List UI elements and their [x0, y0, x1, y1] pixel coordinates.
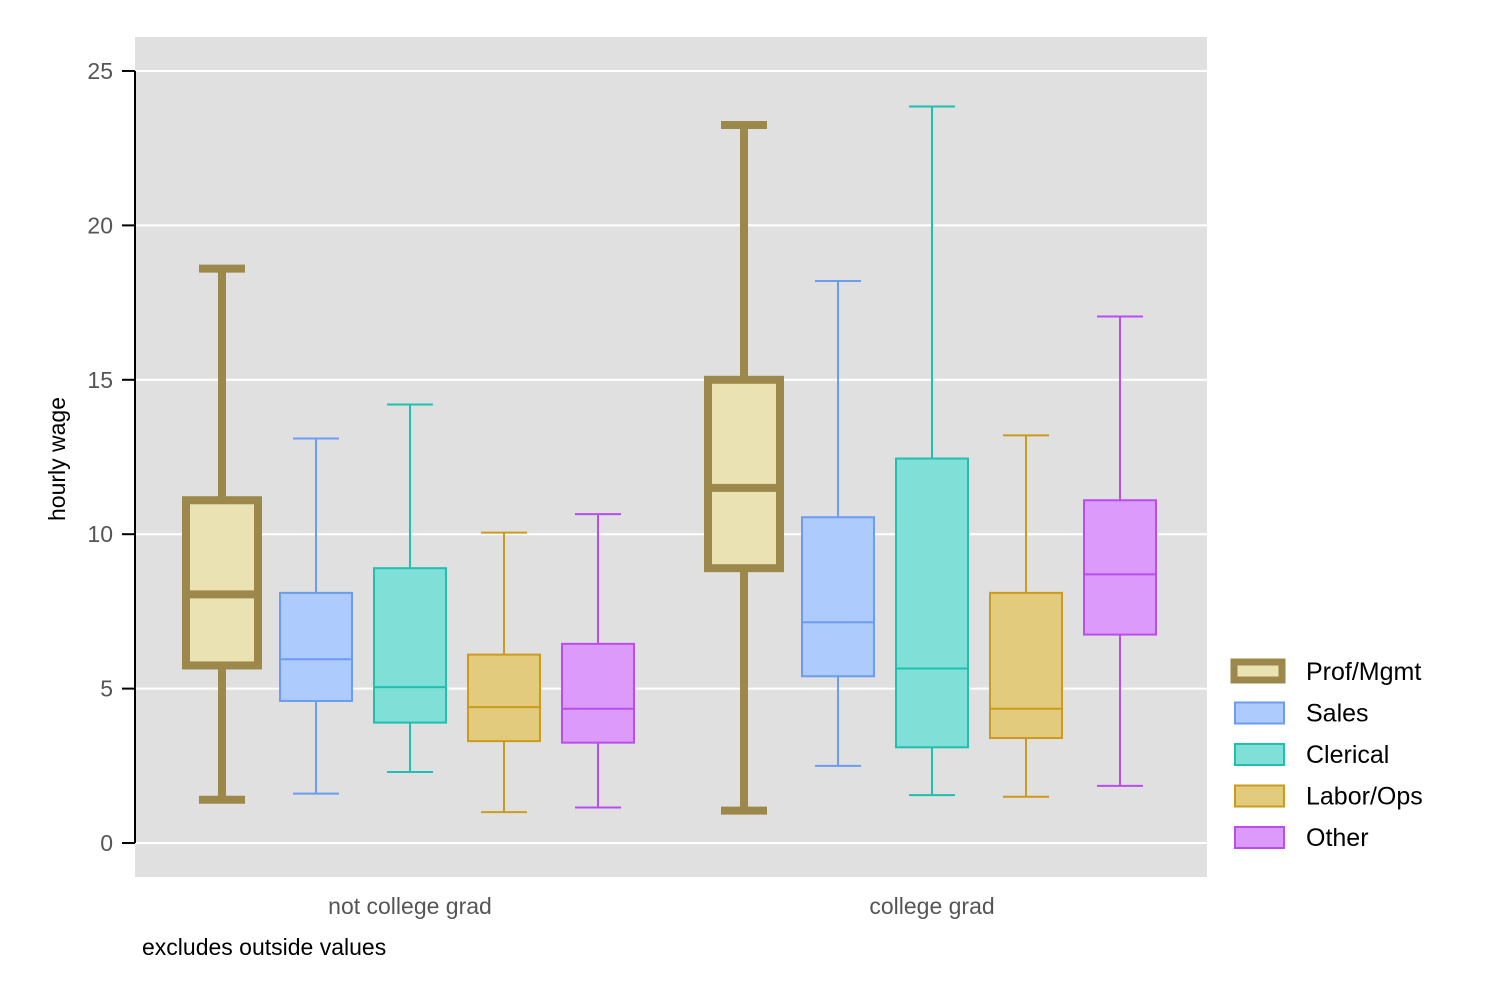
legend-item: Prof/Mgmt	[1230, 658, 1421, 686]
box-prof-mgmt-college-grad	[704, 121, 784, 815]
iqr-box	[182, 496, 262, 670]
iqr-box	[801, 516, 875, 678]
box-labor-ops-college-grad	[989, 434, 1063, 798]
box-labor-ops-not-college-grad	[467, 531, 541, 814]
box-sales-college-grad	[801, 279, 875, 767]
box-sales-not-college-grad	[279, 437, 353, 795]
legend-swatch	[1234, 701, 1285, 725]
iqr-box	[279, 591, 353, 702]
legend-swatch	[1234, 743, 1285, 766]
legend-swatch	[1234, 826, 1285, 849]
box-other-college-grad	[1083, 315, 1157, 787]
iqr-box	[989, 591, 1063, 740]
legend-swatch	[1234, 784, 1285, 808]
iqr-box	[561, 642, 635, 744]
x-category-label: not college grad	[328, 893, 492, 919]
iqr-box	[467, 653, 541, 743]
plot-background	[135, 37, 1207, 877]
box-clerical-not-college-grad	[373, 403, 447, 773]
box-clerical-college-grad	[895, 105, 969, 797]
y-axis-title: hourly wage	[44, 397, 70, 521]
legend-label: Prof/Mgmt	[1306, 658, 1421, 686]
iqr-box	[704, 375, 784, 573]
y-tick-label: 10	[87, 521, 113, 547]
chart-note: excludes outside values	[142, 934, 386, 960]
iqr-box	[373, 567, 447, 724]
y-tick-label: 15	[87, 367, 113, 393]
box-prof-mgmt-not-college-grad	[182, 264, 262, 804]
legend-label: Other	[1306, 824, 1369, 852]
y-tick-label: 0	[100, 830, 113, 856]
legend-label: Labor/Ops	[1306, 783, 1423, 811]
legend-item: Other	[1234, 824, 1369, 852]
box-other-not-college-grad	[561, 513, 635, 809]
legend-swatch	[1230, 658, 1286, 684]
y-tick-label: 20	[87, 212, 113, 238]
y-tick-label: 25	[87, 58, 113, 84]
legend-label: Sales	[1306, 700, 1369, 728]
legend-label: Clerical	[1306, 741, 1389, 769]
x-category-label: college grad	[869, 893, 994, 919]
legend-item: Sales	[1234, 700, 1369, 728]
iqr-box	[1083, 499, 1157, 636]
y-tick-label: 5	[100, 676, 113, 702]
legend-item: Clerical	[1234, 741, 1389, 769]
legend-item: Labor/Ops	[1234, 783, 1423, 811]
iqr-box	[895, 457, 969, 749]
